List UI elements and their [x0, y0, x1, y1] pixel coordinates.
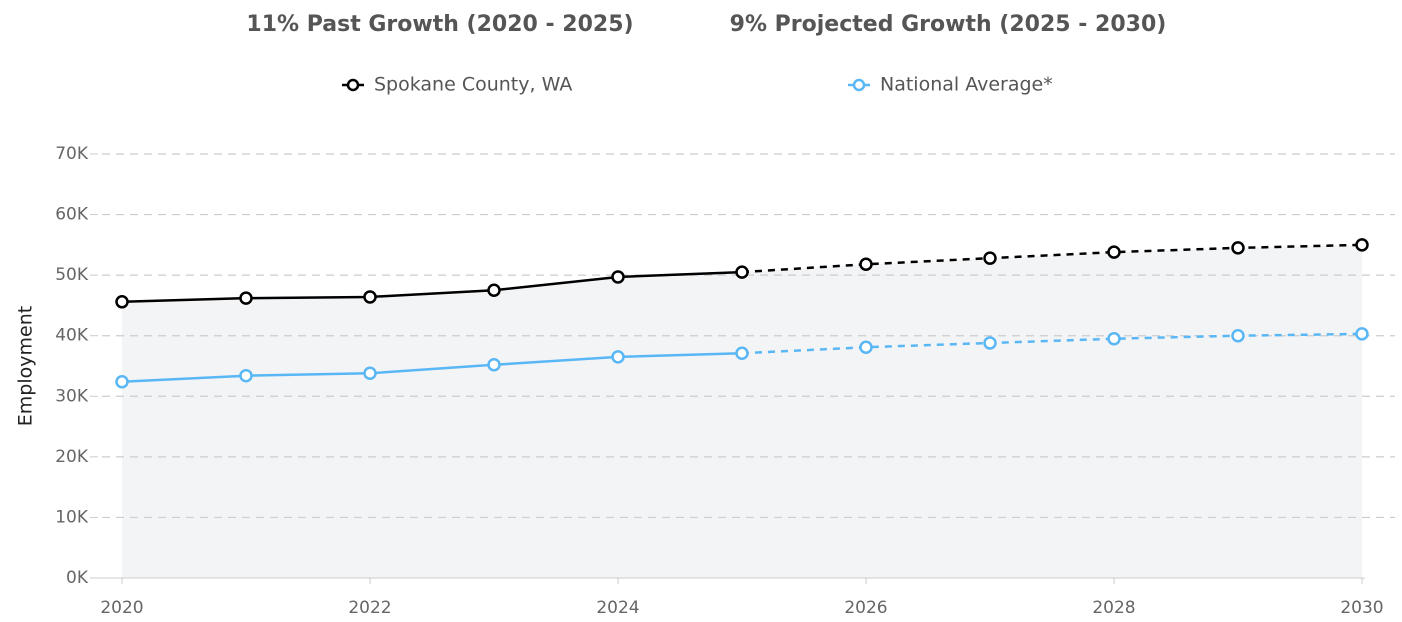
x-tick-label: 2030 — [1340, 598, 1383, 618]
area — [122, 244, 1362, 578]
y-tick-label: 60K — [55, 205, 89, 225]
legend-label: National Average* — [880, 74, 1053, 96]
y-tick-label: 40K — [55, 326, 89, 346]
point — [1355, 238, 1369, 252]
point — [735, 346, 749, 361]
headline: 11% Past Growth (2020 - 2025) — [246, 12, 633, 37]
point — [115, 374, 129, 389]
series-line — [121, 270, 743, 304]
series-line — [121, 352, 743, 383]
y-axis-label: Employment — [15, 306, 37, 426]
point — [1231, 241, 1245, 255]
point — [859, 257, 873, 271]
point — [611, 270, 625, 284]
point — [487, 283, 501, 298]
point — [611, 350, 625, 364]
x-tick-label: 2026 — [844, 598, 887, 618]
y-tick-label: 10K — [55, 507, 89, 527]
y-tick-label: 20K — [55, 447, 89, 467]
y-tick-label: 30K — [55, 386, 89, 406]
y-tick-label: 0K — [66, 568, 89, 588]
x-tick-label: 2028 — [1092, 598, 1135, 618]
point — [735, 265, 749, 279]
y-tick-label: 50K — [55, 265, 89, 285]
headline: 9% Projected Growth (2025 - 2030) — [730, 12, 1167, 37]
point — [239, 291, 253, 305]
point — [115, 295, 129, 309]
point — [1231, 328, 1245, 343]
point — [859, 340, 873, 354]
legend-marker — [346, 78, 360, 92]
point — [239, 368, 253, 383]
y-tick-label: 70K — [55, 144, 89, 164]
legend-label: Spokane County, WA — [374, 74, 572, 96]
point — [1107, 245, 1121, 259]
legend-marker — [852, 78, 866, 92]
point — [363, 366, 377, 381]
x-tick-label: 2020 — [100, 598, 143, 618]
point — [1355, 327, 1369, 341]
point — [983, 336, 997, 350]
point — [983, 251, 997, 265]
x-tick-label: 2022 — [348, 598, 391, 618]
point — [487, 358, 501, 372]
point — [1107, 331, 1121, 346]
x-tick-label: 2024 — [596, 598, 639, 618]
point — [363, 290, 377, 304]
